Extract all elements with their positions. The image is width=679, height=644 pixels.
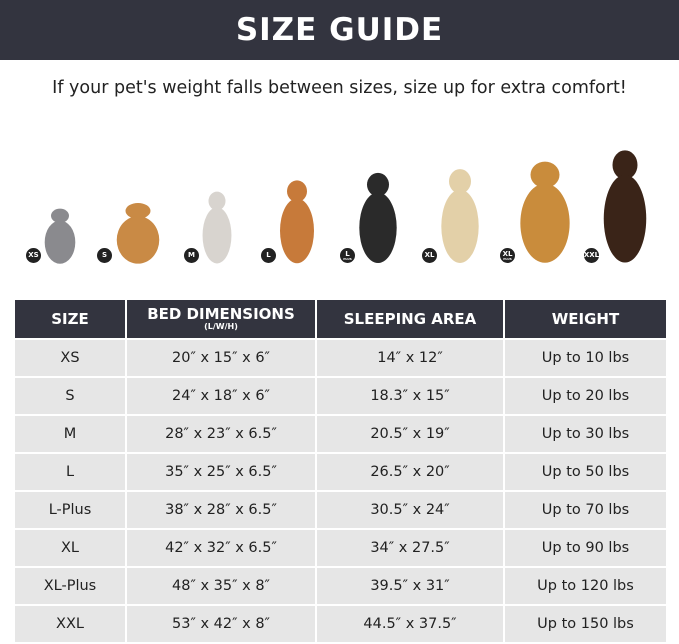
table-cell: Up to 50 lbs	[505, 454, 666, 490]
table-cell: Up to 150 lbs	[505, 606, 666, 642]
table-cell: L	[15, 454, 125, 490]
header-size: SIZE	[15, 300, 125, 338]
size-table: SIZE BED DIMENSIONS (L/W/H) SLEEPING AREA…	[13, 298, 668, 644]
subtitle: If your pet's weight falls between sizes…	[52, 78, 627, 98]
table-row: XS 20″ x 15″ x 6″ 14″ x 12″ Up to 10 lbs	[15, 340, 666, 376]
badge-label: XL	[502, 249, 513, 258]
table-cell: 35″ x 25″ x 6.5″	[127, 454, 315, 490]
size-badge: L	[261, 248, 276, 263]
table-row: XL 42″ x 32″ x 6.5″ 34″ x 27.5″ Up to 90 lb…	[15, 530, 666, 566]
table-cell: 24″ x 18″ x 6″	[127, 378, 315, 414]
header-sub: (L/W/H)	[204, 322, 238, 331]
size-badge: XS	[26, 248, 41, 263]
badge-label: M	[188, 251, 195, 259]
table-header-row: SIZE BED DIMENSIONS (L/W/H) SLEEPING AREA…	[15, 300, 666, 338]
table-cell: 30.5″ x 24″	[317, 492, 503, 528]
pet-image	[113, 199, 163, 265]
header-weight: WEIGHT	[505, 300, 666, 338]
table-cell: 44.5″ x 37.5″	[317, 606, 503, 642]
table-cell: 28″ x 23″ x 6.5″	[127, 416, 315, 452]
table-cell: 20″ x 15″ x 6″	[127, 340, 315, 376]
badge-label: XL	[424, 251, 435, 259]
size-badge: XL	[422, 248, 437, 263]
size-badge: S	[97, 248, 112, 263]
table-cell: S	[15, 378, 125, 414]
pet-image	[277, 175, 317, 265]
table-cell: 26.5″ x 20″	[317, 454, 503, 490]
pet-image	[200, 187, 234, 265]
pet-image	[516, 155, 574, 265]
badge-label: XXL	[583, 251, 600, 259]
table-cell: 48″ x 35″ x 8″	[127, 568, 315, 604]
table-cell: 34″ x 27.5″	[317, 530, 503, 566]
badge-sub: PLUS	[343, 256, 352, 261]
badge-label: XS	[28, 251, 39, 259]
table-row: L-Plus 38″ x 28″ x 6.5″ 30.5″ x 24″ Up to 7…	[15, 492, 666, 528]
table-row: L 35″ x 25″ x 6.5″ 26.5″ x 20″ Up to 50 lbs	[15, 454, 666, 490]
table-cell: 38″ x 28″ x 6.5″	[127, 492, 315, 528]
page-title: SIZE GUIDE	[0, 0, 679, 60]
size-badge: XL PLUS	[500, 248, 515, 263]
table-cell: XL-Plus	[15, 568, 125, 604]
table-cell: 18.3″ x 15″	[317, 378, 503, 414]
table-cell: M	[15, 416, 125, 452]
table-cell: 39.5″ x 31″	[317, 568, 503, 604]
table-row: XXL 53″ x 42″ x 8″ 44.5″ x 37.5″ Up to 150 …	[15, 606, 666, 642]
table-cell: 14″ x 12″	[317, 340, 503, 376]
pet-image	[438, 163, 482, 265]
table-cell: 53″ x 42″ x 8″	[127, 606, 315, 642]
header-sleeping-area: SLEEPING AREA	[317, 300, 503, 338]
size-badge: L PLUS	[340, 248, 355, 263]
table-cell: Up to 120 lbs	[505, 568, 666, 604]
table-cell: XL	[15, 530, 125, 566]
table-cell: Up to 30 lbs	[505, 416, 666, 452]
badge-label: L	[266, 251, 271, 259]
table-cell: Up to 90 lbs	[505, 530, 666, 566]
table-row: M 28″ x 23″ x 6.5″ 20.5″ x 19″ Up to 30 lbs	[15, 416, 666, 452]
table-row: XL-Plus 48″ x 35″ x 8″ 39.5″ x 31″ Up to 12…	[15, 568, 666, 604]
size-badge: M	[184, 248, 199, 263]
table-cell: 20.5″ x 19″	[317, 416, 503, 452]
table-cell: Up to 10 lbs	[505, 340, 666, 376]
table-cell: L-Plus	[15, 492, 125, 528]
pet-image	[42, 205, 78, 265]
badge-label: L	[345, 249, 350, 258]
table-cell: Up to 70 lbs	[505, 492, 666, 528]
table-cell: Up to 20 lbs	[505, 378, 666, 414]
table-cell: XS	[15, 340, 125, 376]
badge-sub: PLUS	[503, 256, 512, 261]
table-row: S 24″ x 18″ x 6″ 18.3″ x 15″ Up to 20 lbs	[15, 378, 666, 414]
pet-image	[356, 167, 400, 265]
badge-label: S	[101, 251, 108, 259]
size-badge: XXL	[584, 248, 599, 263]
table-cell: XXL	[15, 606, 125, 642]
header-bed-dimensions: BED DIMENSIONS (L/W/H)	[127, 300, 315, 338]
table-cell: 42″ x 32″ x 6.5″	[127, 530, 315, 566]
pet-image	[600, 143, 650, 265]
